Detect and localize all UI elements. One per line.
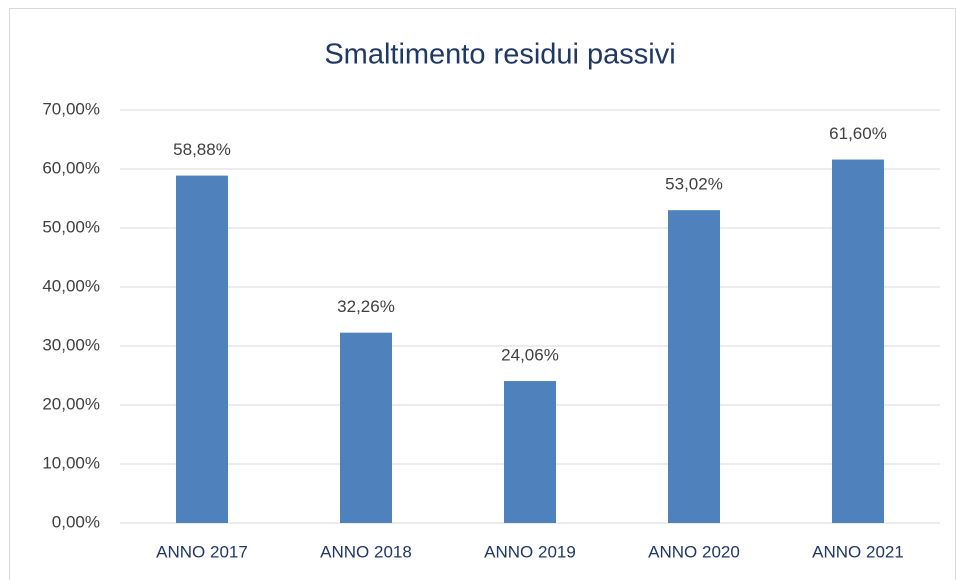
- bar: [832, 159, 884, 523]
- x-tick-label: ANNO 2017: [156, 542, 248, 561]
- chart-border: [9, 8, 956, 580]
- x-tick-label: ANNO 2018: [320, 542, 412, 561]
- data-label: 24,06%: [501, 346, 559, 365]
- data-label: 32,26%: [337, 297, 395, 316]
- chart-title: Smaltimento residui passivi: [324, 39, 675, 71]
- data-label: 58,88%: [173, 140, 231, 159]
- y-tick-label: 0,00%: [52, 512, 100, 531]
- bar: [504, 381, 556, 523]
- y-tick-label: 40,00%: [42, 276, 100, 295]
- y-tick-label: 70,00%: [42, 99, 100, 118]
- bar: [176, 175, 228, 523]
- data-label: 53,02%: [665, 175, 723, 194]
- y-tick-label: 50,00%: [42, 217, 100, 236]
- y-tick-label: 20,00%: [42, 394, 100, 413]
- x-tick-label: ANNO 2019: [484, 542, 576, 561]
- bar: [668, 210, 720, 523]
- y-tick-label: 10,00%: [42, 453, 100, 472]
- y-tick-label: 60,00%: [42, 158, 100, 177]
- bar: [340, 332, 392, 523]
- x-tick-label: ANNO 2021: [812, 542, 904, 561]
- x-tick-label: ANNO 2020: [648, 542, 740, 561]
- data-label: 61,60%: [829, 124, 887, 143]
- y-tick-label: 30,00%: [42, 335, 100, 354]
